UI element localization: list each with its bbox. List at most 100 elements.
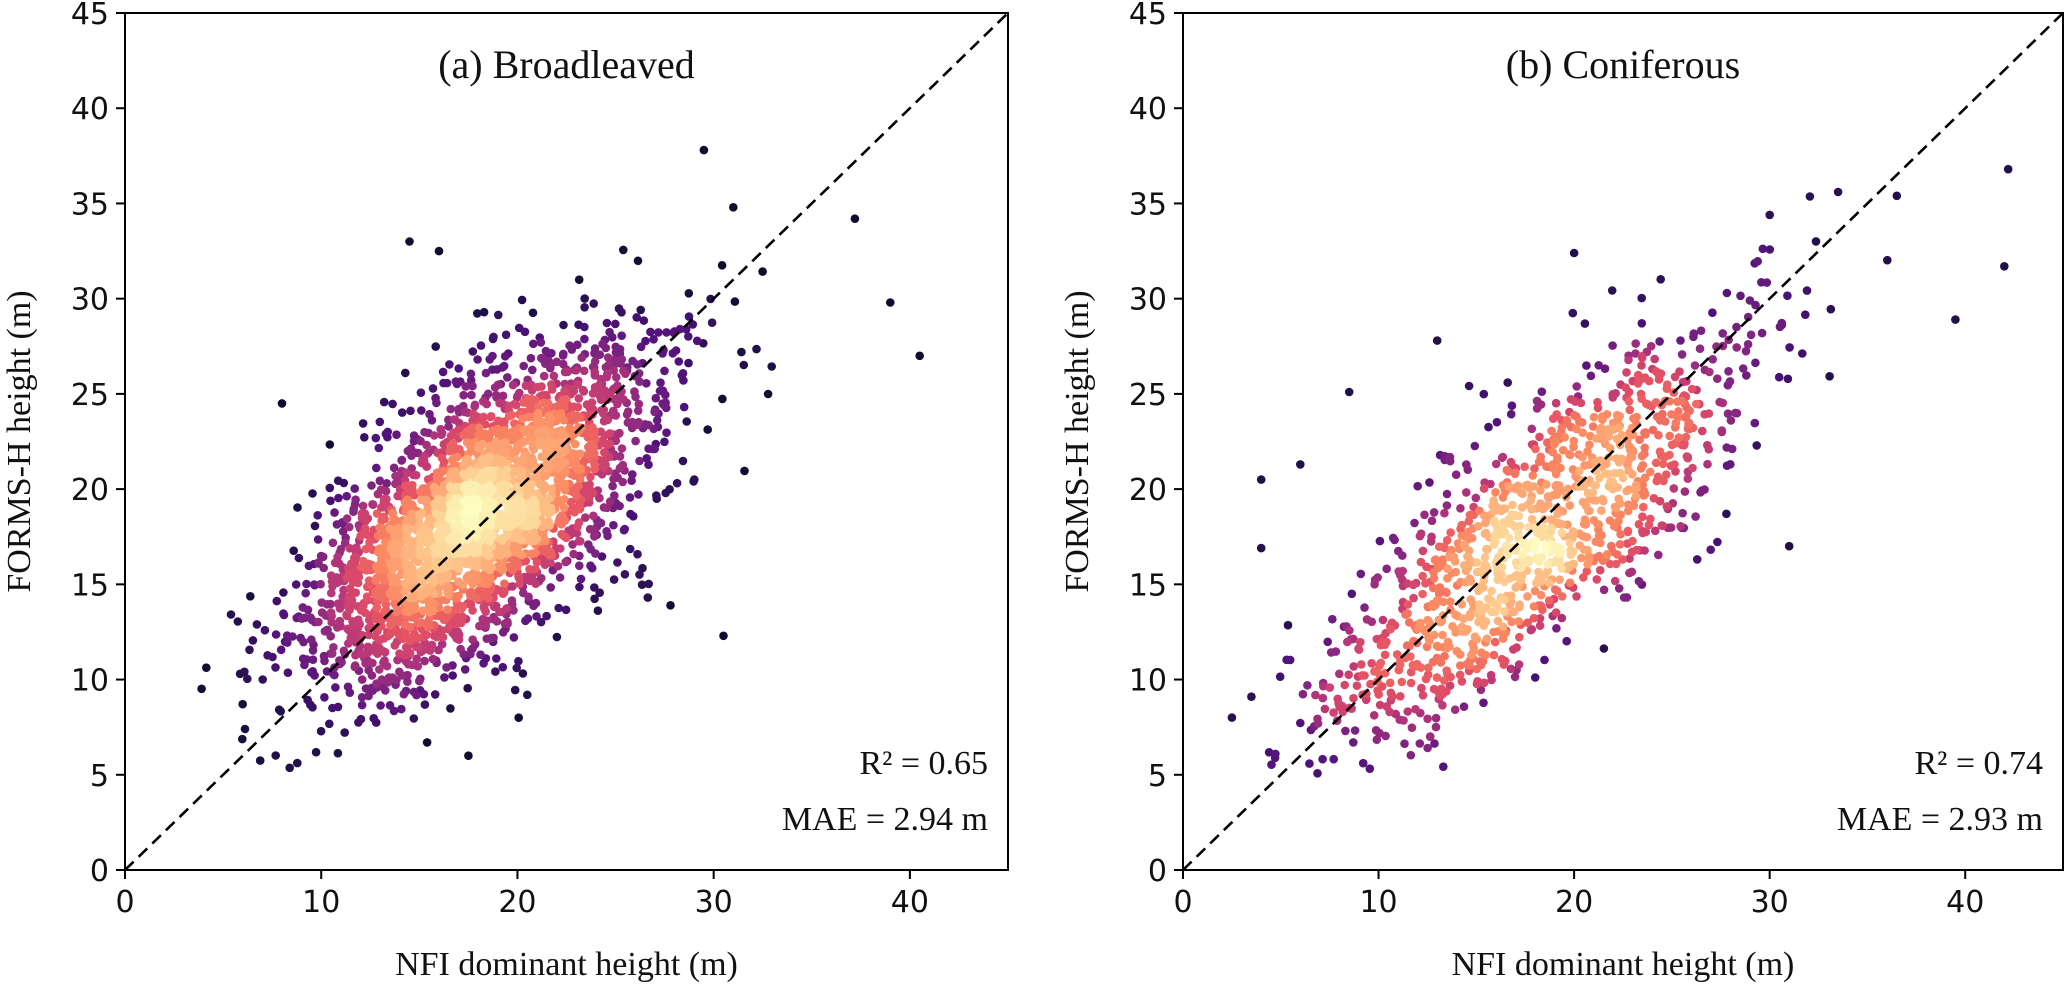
scatter-point [1372,735,1382,744]
scatter-point [1599,496,1608,506]
scatter-point [546,361,555,370]
scatter-point [1614,516,1623,526]
scatter-point [1329,708,1338,717]
scatter-point [565,341,574,350]
scatter-point [358,509,367,518]
scatter-point [461,382,471,391]
scatter-point [379,634,389,643]
scatter-point [531,598,541,608]
scatter-point [1585,440,1594,450]
scatter-point [1507,483,1517,493]
scatter-point [1638,512,1647,521]
scatter-point [609,366,618,375]
scatter-point [1615,468,1625,478]
scatter-point [1463,552,1472,561]
scatter-point [468,381,477,391]
scatter-point [1624,485,1633,494]
scatter-point [448,439,458,448]
scatter-point [1557,564,1566,573]
scatter-point [1681,432,1691,442]
scatter-point [524,455,533,465]
scatter-point [516,496,525,506]
scatter-point [498,391,508,401]
scatter-point [1439,762,1448,771]
scatter-point [1562,636,1571,646]
scatter-point [1480,553,1490,562]
scatter-point [1718,329,1727,338]
scatter-point [528,308,538,318]
scatter-point [377,585,387,595]
y-tick-label: 40 [71,92,109,127]
scatter-point [432,468,442,478]
scatter-point [1524,523,1533,532]
scatter-point [540,481,549,490]
scatter-point [1691,512,1700,521]
scatter-point [661,390,670,400]
scatter-point [660,437,669,447]
scatter-point [446,704,455,713]
scatter-point [333,702,343,712]
scatter-point [1435,617,1445,627]
scatter-point [1651,526,1660,536]
scatter-point [406,406,415,416]
scatter-point [1775,322,1785,332]
scatter-point [364,665,374,675]
scatter-point [1614,423,1624,433]
scatter-point [1540,570,1550,580]
scatter-point [1708,308,1717,318]
scatter-point [513,532,523,542]
scatter-point [1407,723,1417,732]
scatter-point [1517,563,1526,572]
scatter-point [430,484,439,494]
scatter-point [1676,522,1685,531]
scatter-point [379,512,389,522]
scatter-point [1440,651,1449,661]
scatter-point [409,436,419,446]
scatter-point [1514,617,1523,626]
scatter-point [601,343,611,353]
scatter-point [597,552,607,561]
scatter-point [1511,583,1520,592]
scatter-point [1416,529,1426,538]
scatter-point [1433,596,1443,605]
scatter-point [1677,350,1687,359]
scatter-point [279,588,288,597]
scatter-point [554,603,563,613]
scatter-point [1536,452,1545,462]
scatter-point [1662,502,1672,511]
scatter-point [424,506,433,515]
scatter-point [445,360,454,369]
scatter-point [379,397,389,407]
scatter-point [369,714,379,723]
scatter-point [283,638,292,647]
scatter-point [430,431,439,440]
panel-title-broadleaved: (a) Broadleaved [438,42,695,87]
scatter-point [1529,602,1539,611]
scatter-point [555,573,565,582]
scatter-point [492,654,501,663]
scatter-point [649,335,658,344]
scatter-point [404,515,414,524]
scatter-point [651,393,661,403]
scatter-point [1481,528,1491,538]
scatter-point [1534,567,1543,577]
scatter-point [1706,545,1715,554]
scatter-point [1638,528,1647,538]
scatter-point [486,533,496,542]
scatter-point [1535,432,1544,442]
scatter-point [1474,586,1483,596]
scatter-point [625,418,635,428]
scatter-point [1654,550,1663,560]
scatter-point [240,724,250,734]
scatter-point [483,389,493,399]
scatter-point [644,444,653,454]
scatter-point [1418,589,1427,599]
scatter-point [575,537,585,546]
scatter-point [314,558,323,567]
scatter-point [344,522,354,532]
scatter-point [444,422,453,431]
scatter-point [1673,413,1683,422]
scatter-point [1774,372,1784,382]
scatter-point [306,700,315,709]
scatter-point [276,645,286,655]
